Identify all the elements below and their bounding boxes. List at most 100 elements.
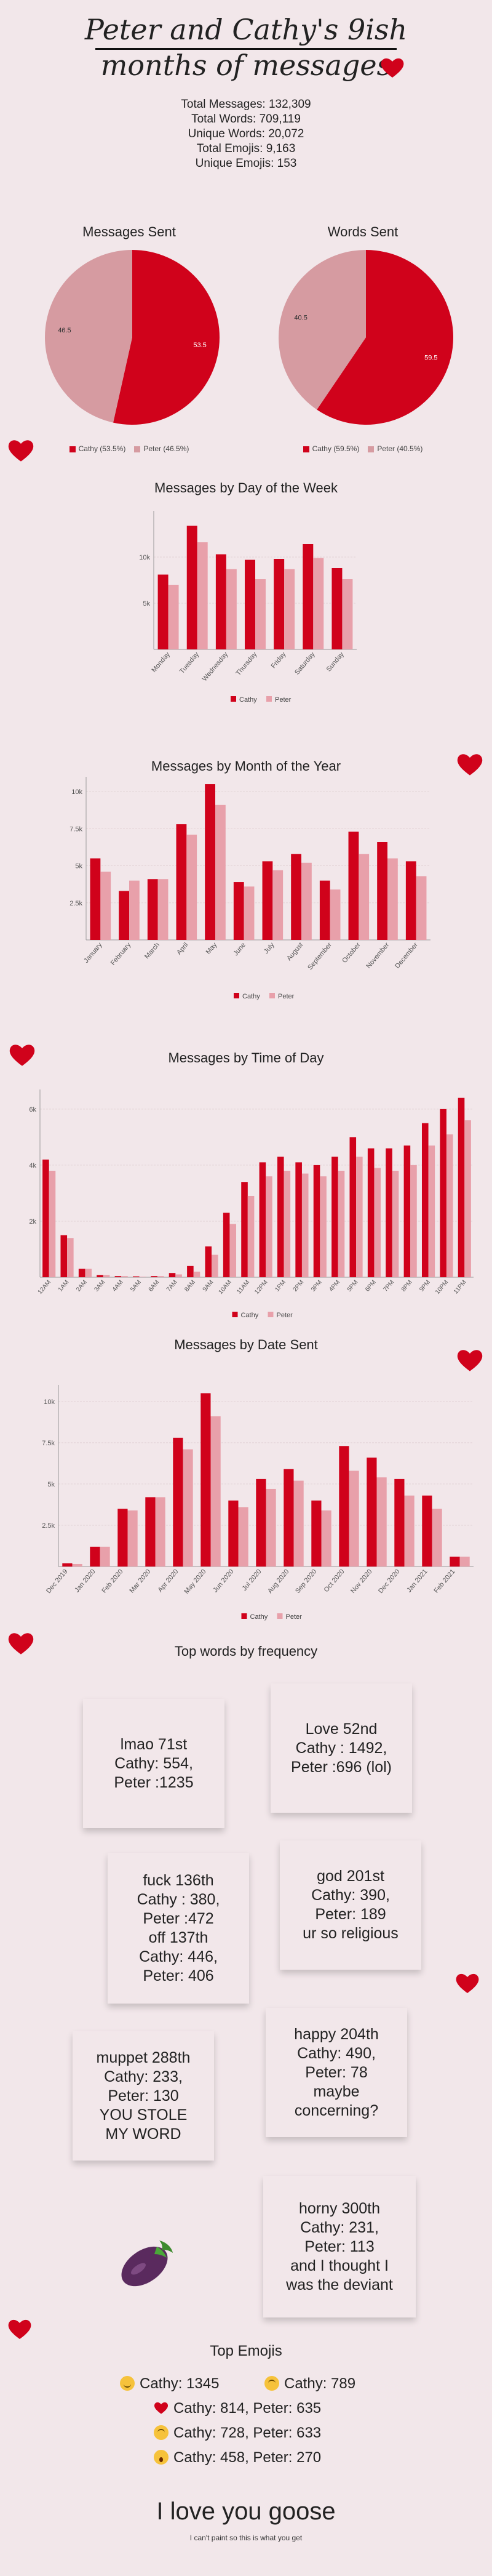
bar-peter	[392, 1171, 399, 1277]
bar-cathy	[147, 879, 158, 940]
pie-slice-cathy	[113, 250, 220, 425]
x-tick-label: Sunday	[325, 651, 346, 673]
bar-cathy	[186, 526, 197, 649]
x-tick-label: Oct 2020	[323, 1568, 346, 1594]
heart-icon	[381, 58, 404, 78]
bar-peter	[255, 579, 266, 649]
legend-item-cathy: Cathy (53.5%)	[69, 444, 125, 453]
stat-total-messages: Total Messages: 132,309	[181, 98, 311, 111]
bar-peter	[410, 1165, 417, 1277]
pie-value-label: 53.5	[193, 342, 206, 349]
x-tick-label: Sep 2020	[294, 1568, 318, 1595]
x-tick-label: 11AM	[236, 1279, 251, 1296]
bar-cathy	[205, 784, 215, 940]
bar-peter	[197, 542, 208, 649]
chart-title-month-of-year: Messages by Month of the Year	[151, 758, 341, 774]
x-tick-label: 4AM	[111, 1279, 125, 1293]
bar-cathy	[169, 1273, 176, 1277]
x-tick-label: 9AM	[202, 1279, 215, 1293]
x-tick-label: 12PM	[253, 1279, 269, 1296]
bar-cathy	[277, 1157, 284, 1277]
bar-cathy	[151, 1276, 157, 1277]
bar-peter	[100, 1546, 110, 1567]
x-tick-label: Jul 2020	[241, 1568, 263, 1592]
bar-cathy	[403, 1146, 411, 1277]
bar-peter	[175, 1274, 182, 1277]
bar-cathy	[145, 1497, 156, 1567]
legend-swatch-peter	[266, 696, 272, 702]
bar-peter	[284, 1171, 291, 1277]
pie-value-label: 40.5	[294, 314, 307, 321]
x-tick-label: 2AM	[75, 1279, 89, 1293]
x-tick-label: Tuesday	[178, 651, 200, 675]
bar-peter	[67, 1238, 74, 1277]
bar-cathy	[284, 1469, 294, 1567]
x-tick-label: 5PM	[346, 1279, 360, 1293]
heart-icon	[456, 1973, 479, 1993]
bar-peter	[404, 1495, 415, 1567]
pie-chart-words-sent: 59.5 40.5	[279, 250, 453, 425]
bar-chart-month-of-year: 2.5k 5k 7.5k 10k January February March April Ma…	[69, 777, 430, 1000]
bar-cathy	[367, 1148, 375, 1277]
bar-cathy	[42, 1159, 49, 1277]
sticky-note-god: god 201st Cathy: 390, Peter: 189 ur so r…	[280, 1840, 421, 1970]
bar-peter	[374, 1168, 381, 1277]
bar-cathy	[60, 1235, 68, 1277]
legend-label-peter: Peter	[277, 1312, 293, 1319]
y-tick-label: 7.5k	[69, 825, 82, 833]
bar-cathy	[62, 1563, 73, 1567]
pie-legend-messages-sent: Cathy (53.5%) Peter (46.5%)	[25, 444, 234, 453]
legend-swatch-cathy	[231, 696, 236, 702]
bar-peter	[301, 862, 312, 940]
bar-cathy	[349, 1137, 357, 1277]
x-tick-label: Apr 2020	[157, 1568, 180, 1594]
x-tick-label: December	[394, 941, 419, 970]
bar-cathy	[256, 1479, 266, 1567]
bar-peter	[432, 1509, 442, 1567]
bar-peter	[387, 858, 398, 940]
bar-peter	[127, 1510, 138, 1567]
bar-cathy	[78, 1269, 85, 1277]
bar-peter	[215, 804, 226, 940]
x-tick-label: 12AM	[37, 1279, 52, 1296]
x-tick-label: 8AM	[183, 1279, 197, 1293]
sticky-note-love: Love 52nd Cathy : 1492, Peter :696 (lol)	[271, 1683, 412, 1813]
pie-slice-cathy	[317, 250, 453, 425]
upside-down-face-icon	[264, 2376, 279, 2391]
pie-value-label: 59.5	[424, 355, 437, 362]
bar-peter	[266, 1488, 276, 1567]
bar-cathy	[348, 832, 359, 940]
legend-label-cathy: Cathy	[242, 993, 260, 1000]
bar-cathy	[386, 1148, 392, 1277]
bar-cathy	[394, 1479, 405, 1567]
footer-note: I can't paint so this is what you get	[189, 2534, 303, 2542]
section-title-top-words: Top words by frequency	[174, 1643, 318, 1659]
x-tick-label: Feb 2021	[432, 1568, 456, 1594]
heart-icon	[8, 1633, 34, 1655]
bar-cathy	[245, 560, 255, 649]
x-tick-label: Nov 2020	[349, 1568, 373, 1595]
bar-peter	[356, 1157, 363, 1277]
y-tick-label: 4k	[29, 1162, 36, 1170]
x-tick-label: August	[285, 941, 304, 962]
bar-peter	[155, 1497, 165, 1567]
bar-cathy	[422, 1495, 432, 1567]
bar-peter	[330, 889, 341, 940]
bar-peter	[121, 1276, 128, 1277]
x-tick-label: Saturday	[293, 651, 317, 676]
heart-icon	[9, 1045, 35, 1066]
bar-peter	[49, 1171, 56, 1277]
bar-peter	[359, 854, 370, 940]
bar-cathy	[377, 842, 387, 940]
x-tick-label: 2PM	[292, 1279, 306, 1293]
x-tick-label: 7AM	[165, 1279, 179, 1293]
bar-cathy	[233, 882, 244, 940]
x-tick-label: 5AM	[129, 1279, 143, 1293]
bar-cathy	[157, 574, 169, 649]
legend-swatch-peter	[277, 1613, 283, 1619]
stat-total-emojis: Total Emojis: 9,163	[196, 142, 296, 155]
x-tick-label: 1PM	[274, 1279, 287, 1293]
y-tick-label: 2k	[29, 1218, 36, 1226]
bar-peter	[284, 569, 295, 649]
pie-legend-words-sent: Cathy (59.5%) Peter (40.5%)	[258, 444, 467, 453]
